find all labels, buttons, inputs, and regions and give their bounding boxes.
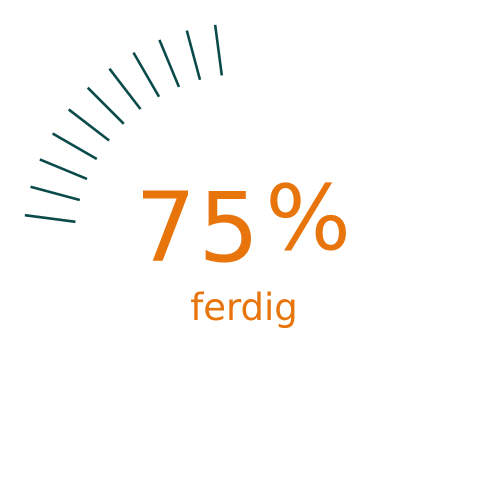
gauge-tick bbox=[69, 109, 109, 140]
gauge-tick bbox=[88, 88, 124, 124]
gauge-tick bbox=[109, 69, 140, 109]
progress-percent: 75% bbox=[0, 178, 488, 281]
gauge-tick bbox=[134, 53, 160, 97]
progress-status-label: ferdig bbox=[0, 285, 488, 331]
gauge-tick bbox=[159, 40, 179, 87]
gauge-tick bbox=[40, 159, 87, 179]
progress-percent-value: 75 bbox=[135, 172, 261, 284]
percent-sign: % bbox=[265, 166, 353, 271]
gauge-tick bbox=[53, 134, 97, 160]
gauge-tick bbox=[187, 31, 200, 80]
gauge-tick bbox=[215, 25, 222, 76]
